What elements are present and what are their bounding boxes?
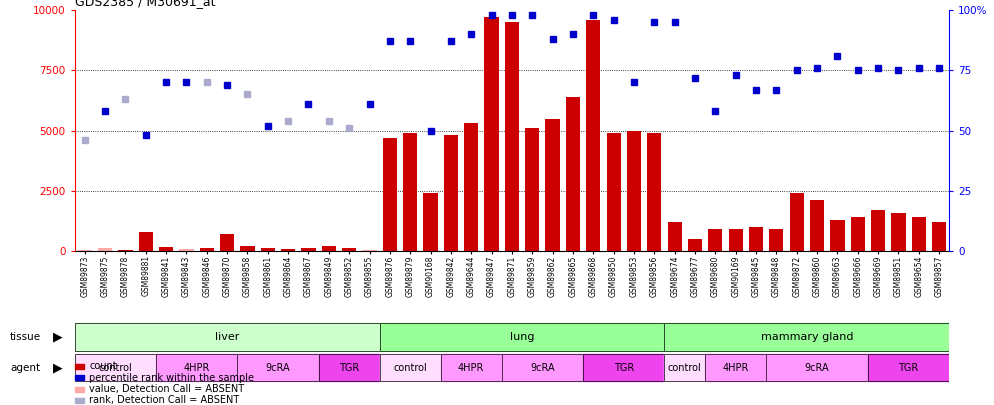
Bar [911, 217, 925, 251]
Bar [138, 232, 153, 251]
Bar [505, 22, 519, 251]
Bar [200, 248, 214, 251]
Text: lung: lung [510, 332, 535, 342]
Bar [260, 248, 275, 251]
Bar [932, 222, 946, 251]
Bar [664, 354, 705, 381]
Bar [789, 193, 804, 251]
Bar [440, 354, 502, 381]
Bar [319, 354, 380, 381]
Text: count: count [89, 362, 117, 371]
Bar [238, 354, 319, 381]
Bar [688, 239, 702, 251]
Bar [830, 220, 845, 251]
Text: tissue: tissue [10, 332, 41, 342]
Text: TGR: TGR [339, 362, 359, 373]
Bar [380, 324, 664, 351]
Bar [583, 354, 664, 381]
Text: control: control [98, 362, 132, 373]
Bar [159, 247, 173, 251]
Bar [118, 249, 132, 251]
Text: 4HPR: 4HPR [458, 362, 484, 373]
Bar [748, 227, 763, 251]
Text: 9cRA: 9cRA [265, 362, 290, 373]
Bar [586, 20, 600, 251]
Bar [75, 324, 380, 351]
Bar [241, 246, 254, 251]
Bar [892, 213, 906, 251]
Bar [363, 249, 377, 251]
Bar [566, 97, 580, 251]
Text: TGR: TGR [899, 362, 918, 373]
Bar [380, 354, 440, 381]
Text: percentile rank within the sample: percentile rank within the sample [89, 373, 254, 383]
Bar [868, 354, 949, 381]
Bar [546, 119, 560, 251]
Bar [664, 324, 949, 351]
Bar [525, 128, 540, 251]
Bar [342, 248, 356, 251]
Text: agent: agent [10, 362, 40, 373]
Text: control: control [668, 362, 702, 373]
Bar [729, 229, 743, 251]
Bar [871, 210, 886, 251]
Bar [484, 17, 499, 251]
Bar [627, 130, 641, 251]
Bar [281, 249, 295, 251]
Bar [383, 138, 397, 251]
Bar [98, 248, 112, 251]
Bar [502, 354, 583, 381]
Bar [423, 193, 437, 251]
Bar [647, 133, 661, 251]
Bar [708, 229, 723, 251]
Bar [810, 200, 824, 251]
Text: control: control [394, 362, 427, 373]
Bar [766, 354, 868, 381]
Bar [322, 246, 336, 251]
Text: GDS2385 / M30691_at: GDS2385 / M30691_at [75, 0, 215, 8]
Text: ▶: ▶ [53, 330, 63, 344]
Bar [78, 249, 91, 251]
Bar [156, 354, 238, 381]
Text: ▶: ▶ [53, 361, 63, 374]
Text: 4HPR: 4HPR [723, 362, 748, 373]
Text: value, Detection Call = ABSENT: value, Detection Call = ABSENT [89, 384, 245, 394]
Bar [705, 354, 766, 381]
Bar [606, 133, 620, 251]
Bar [75, 354, 156, 381]
Text: 9cRA: 9cRA [805, 362, 829, 373]
Bar [851, 217, 865, 251]
Bar [464, 124, 478, 251]
Text: 9cRA: 9cRA [530, 362, 555, 373]
Bar [220, 234, 235, 251]
Text: rank, Detection Call = ABSENT: rank, Detection Call = ABSENT [89, 396, 240, 405]
Bar [301, 248, 316, 251]
Bar [769, 229, 783, 251]
Bar [443, 135, 458, 251]
Bar [668, 222, 682, 251]
Bar [404, 133, 417, 251]
Bar [179, 249, 194, 251]
Text: liver: liver [215, 332, 240, 342]
Text: mammary gland: mammary gland [760, 332, 853, 342]
Text: 4HPR: 4HPR [184, 362, 210, 373]
Text: TGR: TGR [613, 362, 634, 373]
